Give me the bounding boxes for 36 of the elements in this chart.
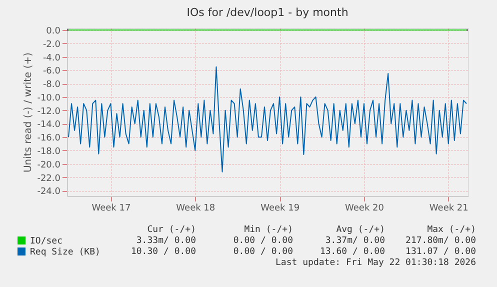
y-tick-label: -24.0	[37, 187, 61, 198]
x-tick-label: Week 19	[260, 204, 300, 214]
y-tick-label: -6.0	[42, 66, 61, 77]
y-tick-label: -18.0	[37, 146, 61, 157]
text: 131.07 / 0.00	[406, 247, 476, 257]
y-tick-label: 0.0	[46, 26, 61, 37]
text: Min (-/+)	[244, 225, 293, 235]
line-series	[68, 66, 467, 172]
y-tick-label: -8.0	[42, 80, 61, 90]
chart-title: IOs for /dev/loop1 - by month	[186, 6, 348, 20]
x-tick-label: Week 18	[176, 204, 216, 214]
legend-label: IO/sec	[30, 236, 63, 246]
x-tick-label: Week 21	[429, 204, 468, 214]
y-axis-title: Units read (-) / write (+)	[23, 52, 34, 173]
text: Last update: Fri May 22 01:30:18 2026	[276, 258, 476, 268]
text: 10.30 / 0.00	[130, 247, 196, 257]
text: Avg (-/+)	[336, 225, 385, 235]
x-tick-label: Week 17	[92, 204, 131, 214]
text: 13.60 / 0.00	[320, 247, 385, 257]
y-tick-label: -20.0	[37, 160, 61, 170]
y-tick-label: -22.0	[37, 174, 61, 184]
text: Max (-/+)	[427, 225, 476, 235]
y-tick-label: -16.0	[37, 134, 61, 144]
text: 217.80m/ 0.00	[406, 236, 476, 246]
legend-label: Req Size (KB)	[30, 248, 100, 258]
text: 0.00 / 0.00	[233, 236, 293, 246]
y-tick-label: -4.0	[42, 53, 61, 64]
y-tick-label: -12.0	[37, 106, 61, 117]
text: 3.37m/ 0.00	[325, 236, 385, 246]
y-tick-label: -14.0	[37, 120, 61, 130]
x-tick-label: Week 20	[344, 204, 384, 214]
text: 0.00 / 0.00	[233, 247, 293, 257]
y-tick-label: -10.0	[37, 93, 61, 104]
text: 3.33m/ 0.00	[136, 236, 196, 246]
y-tick-label: -2.0	[42, 40, 61, 50]
text: Cur (-/+)	[147, 225, 196, 235]
